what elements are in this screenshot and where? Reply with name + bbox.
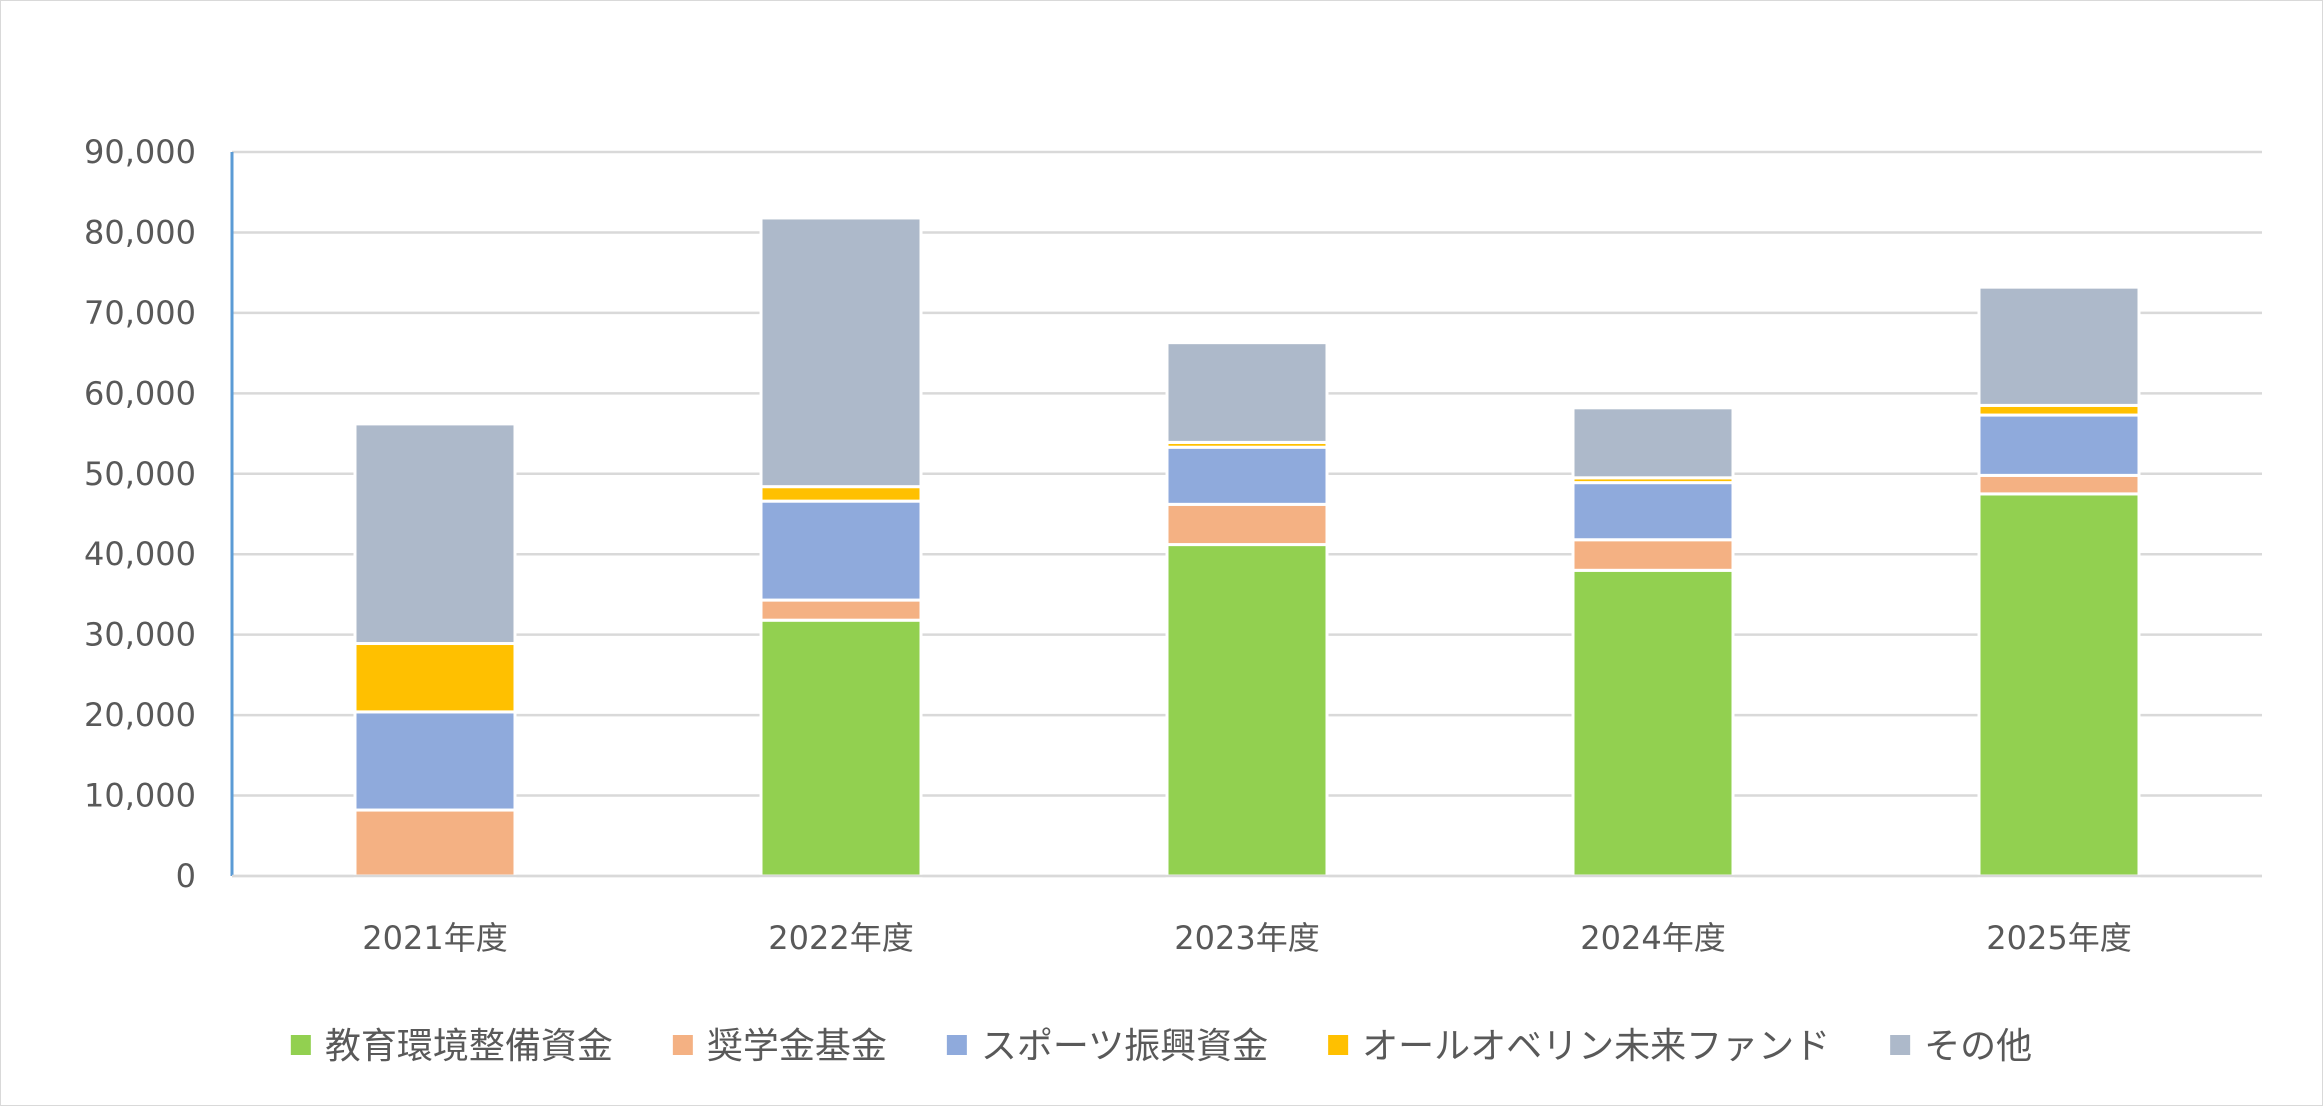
x-tick-label: 2025年度: [1986, 919, 2131, 957]
legend: 教育環境整備資金 奨学金基金 スポーツ振興資金 オールオベリン未来ファンド その他: [290, 1026, 2032, 1067]
bar-segment: [1977, 413, 2141, 477]
legend-item: 教育環境整備資金: [290, 1026, 613, 1067]
bar-segment: [1977, 473, 2141, 496]
legend-swatch: [1890, 1035, 1911, 1055]
bar-segment: [759, 598, 923, 622]
bar-segment: [353, 642, 517, 714]
y-axis-ticks: 0 10,000 20,000 30,000 40,000 50,000 60,000 70,…: [84, 133, 196, 895]
y-tick-label: 0: [176, 857, 196, 895]
bar-segment: [1571, 481, 1735, 542]
bar-segment: [1571, 568, 1735, 878]
x-axis-ticks: 2021年度 2022年度 2023年度 2024年度 2025年度: [362, 919, 2131, 957]
legend-item: オールオベリン未来ファンド: [1328, 1026, 1830, 1067]
y-tick-label: 50,000: [84, 455, 196, 493]
legend-label: 奨学金基金: [707, 1026, 887, 1067]
bar-segment: [759, 485, 923, 503]
legend-label: スポーツ振興資金: [981, 1026, 1268, 1067]
bar-segment: [353, 808, 517, 878]
bar-segment: [759, 618, 923, 878]
y-tick-label: 60,000: [84, 374, 196, 412]
y-tick-label: 40,000: [84, 535, 196, 573]
legend-label: オールオベリン未来ファンド: [1362, 1026, 1830, 1067]
y-tick-label: 90,000: [84, 133, 196, 171]
bars: [353, 216, 2141, 878]
bar-segment: [759, 499, 923, 602]
bar-segment: [353, 422, 517, 646]
x-tick-label: 2024年度: [1580, 919, 1725, 957]
legend-item: スポーツ振興資金: [946, 1026, 1268, 1067]
y-tick-label: 20,000: [84, 696, 196, 734]
legend-swatch: [946, 1035, 967, 1055]
bar-segment: [759, 216, 923, 489]
legend-label: 教育環境整備資金: [325, 1026, 613, 1067]
x-tick-label: 2021年度: [362, 919, 507, 957]
legend-item: その他: [1890, 1026, 2032, 1067]
bar-segment: [1977, 285, 2141, 407]
y-tick-label: 30,000: [84, 616, 196, 654]
legend-swatch: [672, 1035, 693, 1055]
bar-segment: [1165, 341, 1329, 444]
bar-segment: [1571, 406, 1735, 480]
x-tick-label: 2022年度: [768, 919, 913, 957]
legend-swatch: [1328, 1035, 1349, 1055]
bar-segment: [1571, 538, 1735, 572]
legend-swatch: [290, 1035, 311, 1055]
legend-label: その他: [1924, 1026, 2032, 1067]
y-tick-label: 70,000: [84, 294, 196, 332]
y-tick-label: 80,000: [84, 213, 196, 251]
bar-segment: [1165, 543, 1329, 878]
bar-segment: [1977, 492, 2141, 878]
y-tick-label: 10,000: [84, 777, 196, 815]
x-tick-label: 2023年度: [1174, 919, 1319, 957]
bar-segment: [1165, 445, 1329, 506]
bar-segment: [353, 710, 517, 812]
legend-item: 奨学金基金: [672, 1026, 887, 1067]
bar-segment: [1165, 502, 1329, 547]
